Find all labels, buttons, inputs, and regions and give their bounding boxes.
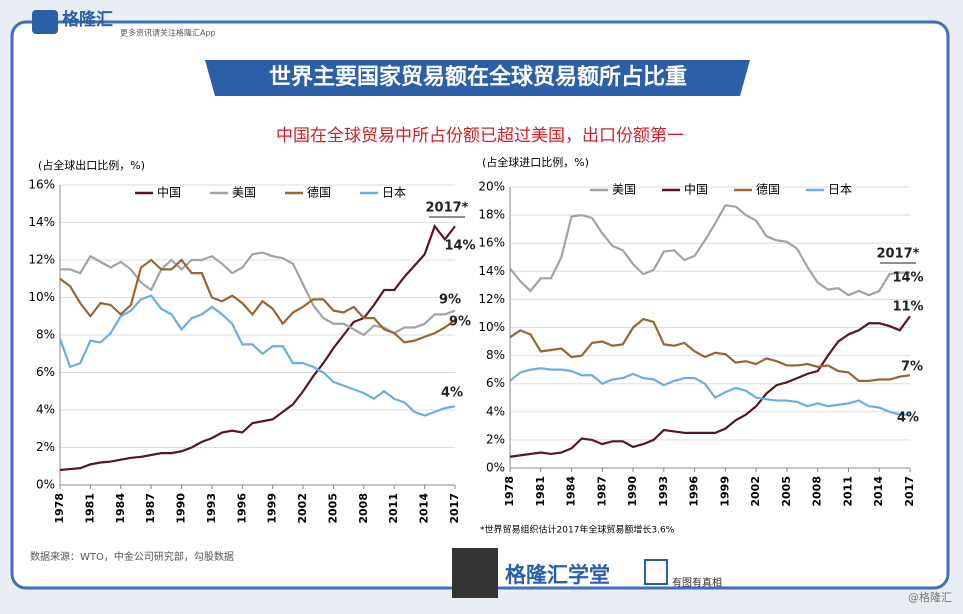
x-tick-label: 2008: [811, 476, 824, 507]
annotation: 14%: [444, 239, 475, 254]
y-tick-label: 4%: [36, 403, 55, 417]
title-banner: [205, 60, 750, 96]
x-tick-label: 1984: [565, 476, 578, 507]
legend-label: 中国: [157, 185, 181, 200]
annotation: 2017*: [877, 247, 920, 262]
x-tick-label: 2011: [387, 493, 400, 524]
footer-brand: 格隆汇学堂: [505, 563, 610, 587]
tagline: 更多资讯请关注格隆汇App: [120, 28, 216, 38]
y-tick-label: 14%: [28, 215, 55, 229]
logo: 格隆汇: [62, 9, 113, 30]
x-tick-label: 2008: [357, 493, 370, 524]
footer-slogan: 有图有真相: [672, 576, 722, 589]
x-tick-label: 1978: [53, 493, 66, 524]
x-tick-label: 1984: [114, 493, 127, 524]
y-axis-label: (占全球出口比例，%): [38, 158, 145, 172]
series-line: [509, 317, 911, 382]
y-tick-label: 10%: [28, 290, 55, 304]
y-tick-label: 16%: [28, 178, 55, 192]
x-tick-label: 2011: [841, 476, 854, 507]
x-tick-label: 2014: [418, 493, 431, 524]
x-tick-label: 2017: [903, 476, 916, 507]
y-tick-label: 8%: [36, 328, 55, 342]
x-tick-label: 2005: [326, 493, 339, 524]
annotation: 9%: [449, 315, 471, 330]
x-tick-label: 1993: [657, 476, 670, 507]
annotation: 9%: [439, 293, 461, 308]
y-tick-label: 16%: [478, 236, 505, 250]
x-tick-label: 1987: [144, 493, 157, 524]
y-tick-label: 2%: [486, 432, 505, 446]
y-tick-label: 0%: [36, 478, 55, 492]
y-tick-label: 4%: [486, 404, 505, 418]
x-tick-label: 1981: [534, 476, 547, 507]
x-tick-label: 2005: [780, 476, 793, 507]
x-tick-label: 1999: [266, 493, 279, 524]
y-tick-label: 10%: [478, 320, 505, 334]
x-tick-label: 1999: [718, 476, 731, 507]
y-tick-label: 8%: [486, 348, 505, 362]
y-tick-label: 12%: [478, 292, 505, 306]
series-line: [509, 315, 911, 458]
legend-label: 美国: [232, 186, 256, 200]
x-tick-label: 1987: [595, 476, 608, 507]
note: *世界贸易组织估计2017年全球贸易额增长3.6%: [480, 524, 675, 536]
y-tick-label: 6%: [486, 376, 505, 390]
annotation: 4%: [897, 411, 919, 426]
y-tick-label: 20%: [478, 180, 505, 194]
slogan-icon: [644, 559, 668, 585]
x-tick-label: 2002: [749, 476, 762, 507]
y-tick-label: 2%: [36, 440, 55, 454]
source: 数据来源：WTO，中金公司研究部，勾股数据: [30, 550, 234, 563]
y-tick-label: 0%: [486, 461, 505, 475]
qr-code: [452, 548, 498, 598]
annotation: 11%: [892, 300, 923, 315]
x-tick-label: 1981: [83, 493, 96, 524]
legend-label: 日本: [382, 186, 406, 200]
annotation: 7%: [901, 360, 923, 375]
annotation: 4%: [441, 386, 463, 401]
x-tick-label: 2014: [872, 476, 885, 507]
series-line: [509, 367, 910, 416]
x-tick-label: 1996: [688, 476, 701, 507]
title: 世界主要国家贸易额在全球贸易额所占比重: [269, 64, 687, 90]
series-line: [59, 223, 456, 472]
y-tick-label: 18%: [478, 208, 505, 222]
legend-label: 德国: [307, 185, 331, 200]
x-tick-label: 1990: [175, 493, 188, 524]
series-line: [58, 294, 456, 417]
y-tick-label: 14%: [478, 264, 505, 278]
y-tick-label: 12%: [28, 253, 55, 267]
series-line: [509, 204, 910, 297]
subtitle: 中国在全球贸易中所占份额已超过美国，出口份额第一: [276, 126, 684, 146]
series-line: [59, 258, 456, 344]
x-tick-label: 2002: [296, 493, 309, 524]
x-tick-label: 1990: [626, 476, 639, 507]
annotation: 14%: [892, 271, 923, 286]
x-tick-label: 2017: [448, 493, 461, 524]
footer-credit: @格隆汇: [908, 590, 952, 604]
legend-label: 中国: [684, 182, 708, 197]
y-tick-label: 6%: [36, 365, 55, 379]
x-tick-label: 1996: [235, 493, 248, 524]
y-axis-label: (占全球进口比例，%): [482, 155, 589, 169]
legend-label: 美国: [612, 183, 636, 197]
x-tick-label: 1993: [205, 493, 218, 524]
logo-icon: [32, 10, 58, 34]
legend-label: 德国: [756, 182, 780, 197]
x-tick-label: 1978: [503, 476, 516, 507]
annotation: 2017*: [426, 201, 469, 216]
legend-label: 日本: [828, 183, 852, 197]
